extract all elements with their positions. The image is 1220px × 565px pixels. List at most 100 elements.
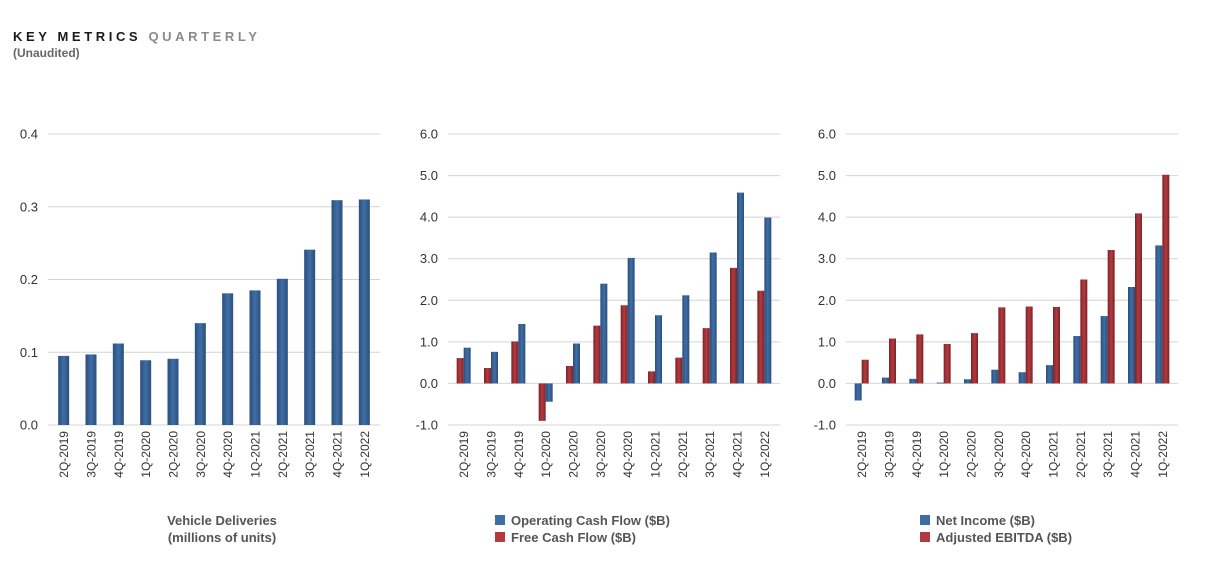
y-tick-label: -1.0	[416, 418, 438, 433]
bar-net-income-b-4q-2019	[909, 378, 917, 384]
title-main: KEY METRICS	[13, 29, 142, 44]
vehicle-deliveries-chart: 0.0 0.1 0.2 0.3 0.4 2Q-2019 3Q-2019 4Q-2019 1Q-2…	[20, 127, 380, 545]
x-tick-label: 1Q-2020	[539, 431, 553, 478]
x-tick-label: 2Q-2019	[57, 431, 71, 478]
x-tick-label: 3Q-2019	[883, 431, 897, 478]
x-tick-label: 3Q-2020	[194, 431, 208, 478]
bar-free-cash-flow-b-4q-2019	[511, 341, 519, 384]
title-sub: QUARTERLY	[148, 29, 261, 44]
bar-adjusted-ebitda-b-1q-2022	[1162, 174, 1170, 384]
bar-operating-cash-flow-b-1q-2020	[545, 383, 553, 402]
bar-net-income-b-3q-2021	[1100, 316, 1108, 384]
x-tick-label: 1Q-2020	[937, 431, 951, 478]
x-tick-label: 1Q-2021	[1047, 431, 1061, 478]
bar-vehicle-deliveries-2q-2020	[167, 358, 179, 425]
bar-vehicle-deliveries-3q-2020	[194, 323, 206, 425]
bar-operating-cash-flow-b-1q-2022	[764, 217, 772, 384]
bar-adjusted-ebitda-b-2q-2019	[861, 359, 869, 384]
x-tick-label: 3Q-2021	[303, 431, 317, 478]
bar-vehicle-deliveries-1q-2022	[358, 199, 370, 425]
bar-vehicle-deliveries-1q-2021	[249, 290, 261, 425]
bar-net-income-b-1q-2021	[1046, 365, 1053, 384]
y-tick-label: 5.0	[420, 168, 438, 183]
bar-adjusted-ebitda-b-3q-2020	[998, 307, 1006, 384]
x-tick-label: 1Q-2021	[649, 431, 663, 478]
y-tick-label: 4.0	[420, 210, 438, 225]
bar-adjusted-ebitda-b-1q-2021	[1053, 306, 1060, 384]
y-tick-label: 0.0	[20, 418, 38, 433]
bar-free-cash-flow-b-2q-2019	[456, 358, 464, 384]
x-tick-label: 4Q-2020	[1019, 431, 1033, 478]
bar-free-cash-flow-b-1q-2021	[648, 371, 655, 384]
x-tick-label: 1Q-2022	[758, 431, 772, 478]
y-tick-label: 6.0	[420, 127, 438, 142]
legend-label: Adjusted EBITDA ($B)	[936, 530, 1072, 545]
bar-operating-cash-flow-b-1q-2021	[655, 315, 662, 384]
bar-free-cash-flow-b-3q-2020	[593, 325, 601, 384]
bar-adjusted-ebitda-b-2q-2020	[971, 333, 978, 384]
legend-swatch	[495, 532, 505, 542]
bar-net-income-b-4q-2020	[1018, 372, 1026, 384]
x-tick-label: 4Q-2020	[621, 431, 635, 478]
x-tick-label: 3Q-2021	[1101, 431, 1115, 478]
cash-flow-chart: -1.0 0.0 1.0 2.0 3.0 4.0 5.0 6.0 2Q-2019 3Q-2019 4…	[416, 127, 780, 545]
x-tick-label: 4Q-2021	[1129, 431, 1143, 478]
y-tick-label: 3.0	[420, 251, 438, 266]
bar-net-income-b-3q-2019	[882, 377, 889, 384]
y-tick-label: 0.1	[20, 345, 38, 360]
bar-adjusted-ebitda-b-3q-2019	[889, 338, 896, 384]
x-tick-label: 2Q-2020	[965, 431, 979, 478]
x-tick-label: 3Q-2021	[703, 431, 717, 478]
x-tick-label: 3Q-2020	[992, 431, 1006, 478]
x-tick-label: 2Q-2019	[457, 431, 471, 478]
bar-vehicle-deliveries-3q-2021	[304, 249, 316, 425]
bar-adjusted-ebitda-b-4q-2020	[1025, 306, 1033, 384]
legend-swatch	[920, 515, 930, 525]
y-tick-label: -1.0	[814, 418, 836, 433]
x-tick-label: 1Q-2021	[249, 431, 263, 478]
x-tick-label: 2Q-2021	[276, 431, 290, 478]
y-tick-label: 0.0	[818, 376, 836, 391]
x-tick-label: 1Q-2022	[358, 431, 372, 478]
bar-net-income-b-2q-2021	[1073, 336, 1081, 384]
y-tick-label: 2.0	[420, 293, 438, 308]
bar-net-income-b-2q-2020	[964, 379, 971, 384]
bar-net-income-b-3q-2020	[991, 369, 999, 384]
bar-free-cash-flow-b-3q-2019	[484, 368, 491, 384]
y-tick-label: 0.2	[20, 272, 38, 287]
x-tick-label: 2Q-2021	[676, 431, 690, 478]
bar-free-cash-flow-b-1q-2020	[538, 383, 546, 421]
y-tick-label: 0.0	[420, 376, 438, 391]
bar-operating-cash-flow-b-2q-2019	[463, 347, 471, 384]
legend-label: Net Income ($B)	[936, 513, 1035, 528]
x-tick-label: 4Q-2019	[112, 431, 126, 478]
bar-operating-cash-flow-b-3q-2020	[600, 283, 608, 384]
bar-vehicle-deliveries-2q-2019	[58, 355, 70, 425]
bar-vehicle-deliveries-1q-2020	[140, 360, 152, 425]
y-tick-label: 0.4	[20, 127, 38, 142]
bar-net-income-b-2q-2019	[854, 383, 862, 401]
y-tick-label: 6.0	[818, 127, 836, 142]
bar-operating-cash-flow-b-4q-2019	[518, 323, 526, 384]
bar-adjusted-ebitda-b-2q-2021	[1080, 279, 1088, 384]
bar-net-income-b-4q-2021	[1128, 286, 1135, 384]
bar-free-cash-flow-b-3q-2021	[702, 328, 710, 384]
unaudited-note: (Unaudited)	[13, 46, 80, 60]
bar-free-cash-flow-b-2q-2021	[675, 357, 683, 384]
legend-label: Operating Cash Flow ($B)	[511, 513, 670, 528]
axis-caption: (millions of units)	[168, 530, 276, 545]
x-tick-label: 4Q-2021	[731, 431, 745, 478]
bar-operating-cash-flow-b-3q-2019	[491, 351, 498, 384]
bar-free-cash-flow-b-4q-2020	[620, 305, 628, 384]
bar-operating-cash-flow-b-2q-2021	[682, 295, 690, 384]
bar-vehicle-deliveries-4q-2019	[112, 343, 124, 425]
y-tick-label: 0.3	[20, 199, 38, 214]
x-tick-label: 2Q-2020	[167, 431, 181, 478]
legend-swatch	[495, 515, 505, 525]
y-tick-label: 3.0	[818, 251, 836, 266]
legend-swatch	[920, 532, 930, 542]
x-tick-label: 1Q-2020	[139, 431, 153, 478]
bar-vehicle-deliveries-4q-2021	[331, 200, 343, 425]
legend-label: Free Cash Flow ($B)	[511, 530, 636, 545]
